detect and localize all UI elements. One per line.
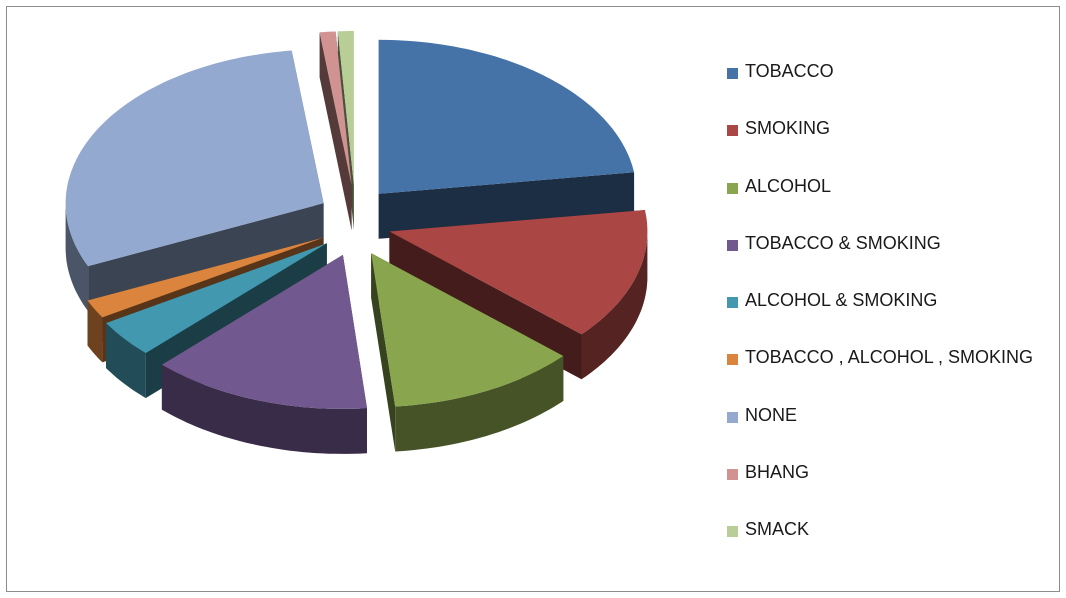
tobacco-smoking-outer-wall-0 <box>161 364 367 454</box>
legend-swatch <box>727 354 738 366</box>
legend-swatch <box>727 182 738 194</box>
bhang-top-face <box>319 31 352 186</box>
legend-label: TOBACCO , ALCOHOL , SMOKING <box>745 347 1034 368</box>
bhang-side-wall-start <box>319 32 352 231</box>
legend-swatch <box>727 297 738 309</box>
legend-label: ALCOHOL & SMOKING <box>745 290 938 311</box>
alcohol-top-face <box>371 253 564 407</box>
none-outer-wall-0 <box>65 203 89 312</box>
legend-label: NONE <box>745 404 798 425</box>
legend-label: ALCOHOL <box>745 175 832 196</box>
pie-chart <box>65 31 648 454</box>
legend-swatch <box>727 411 738 423</box>
legend-swatch <box>727 239 738 251</box>
smoking-outer-wall-0 <box>581 231 648 380</box>
pie-slice-tobacco <box>378 39 635 239</box>
tobacco-top-face <box>378 39 635 194</box>
alcohol-smoking-outer-wall-0 <box>106 323 146 399</box>
legend-label: SMACK <box>745 519 810 540</box>
none-top-face <box>65 50 324 267</box>
legend-label: TOBACCO & SMOKING <box>745 232 941 253</box>
alcohol-outer-wall-0 <box>395 356 564 452</box>
pie-slice-none <box>65 50 324 312</box>
chart-area: TOBACCO SMOKING ALCOHOL TOBACCO & SMOKING AL… <box>6 6 1060 592</box>
legend-swatch <box>727 125 738 137</box>
legend-swatch <box>727 469 738 481</box>
pie-slice-smoking <box>389 210 648 380</box>
none-side-wall-start <box>88 203 324 312</box>
tobacco-alcohol-smoking-top-face <box>87 237 324 318</box>
legend-swatch <box>727 526 738 538</box>
legend-label: SMOKING <box>745 118 831 139</box>
pie-slice-bhang <box>319 31 352 231</box>
legend-label: TOBACCO <box>745 61 834 81</box>
legend-label: BHANG <box>745 462 810 483</box>
smack-top-face <box>337 31 354 185</box>
alcohol-side-wall-end <box>371 253 396 452</box>
smoking-top-face <box>389 210 648 335</box>
pie-slice-tobacco-smoking <box>161 254 367 454</box>
tobacco-alcohol-smoking-outer-wall-0 <box>87 300 103 363</box>
legend-swatch <box>727 68 738 79</box>
tobacco-smoking-top-face <box>161 254 367 409</box>
alcohol-smoking-top-face <box>106 243 327 354</box>
pie-slice-alcohol <box>371 253 564 452</box>
